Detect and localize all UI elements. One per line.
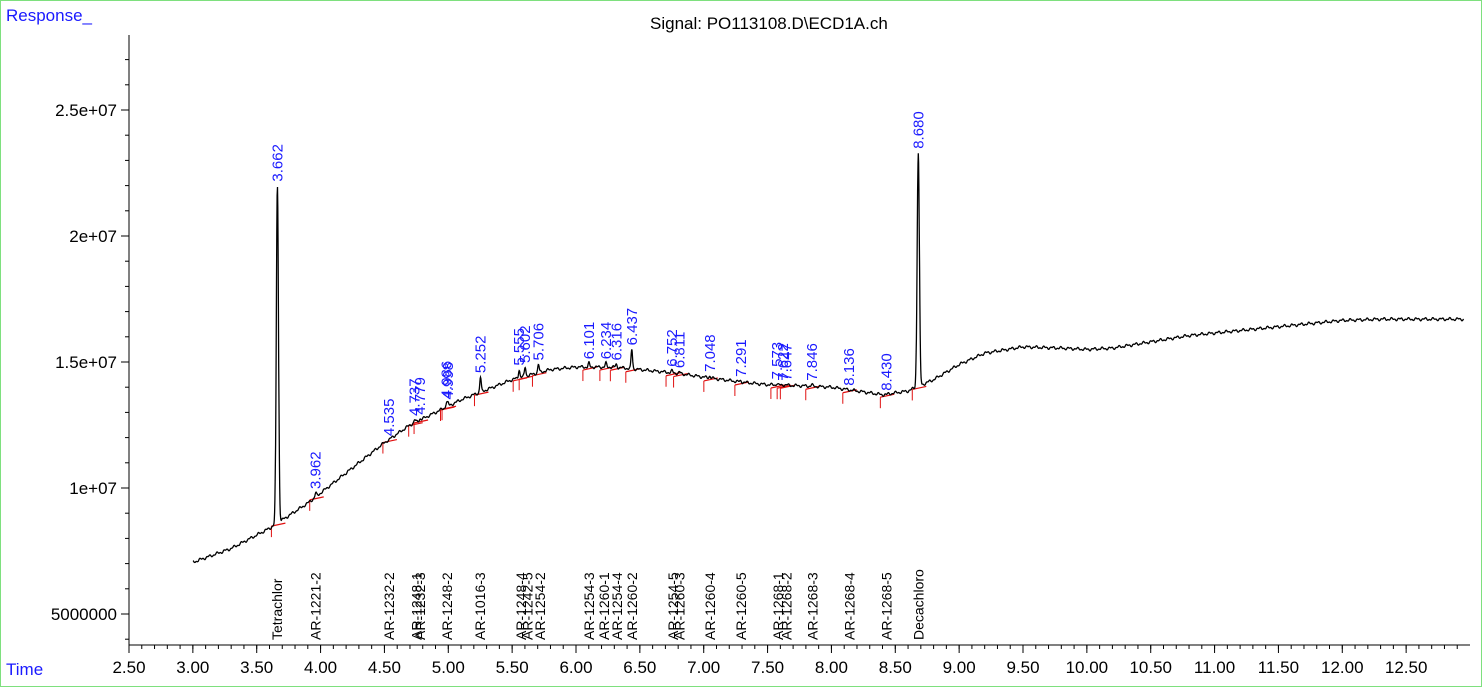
x-tick-label: 8.00 bbox=[815, 658, 848, 677]
peak-label: 6.316 bbox=[608, 323, 625, 361]
integration-baseline bbox=[625, 368, 640, 373]
x-tick-label: 8.50 bbox=[879, 658, 912, 677]
compound-marker: AR-1254-5 bbox=[665, 572, 681, 640]
x-tick-label: 7.00 bbox=[687, 658, 720, 677]
x-tick-label: 2.50 bbox=[112, 658, 145, 677]
compound-marker: AR-1242-5 bbox=[520, 572, 536, 640]
compound-marker: AR-1254-2 bbox=[532, 572, 548, 640]
compound-marker: AR-1260-2 bbox=[624, 572, 640, 640]
peak-label: 6.752 bbox=[664, 329, 681, 367]
x-tick-label: 4.50 bbox=[368, 658, 401, 677]
x-tick-label: 3.50 bbox=[240, 658, 273, 677]
x-tick-label: 6.50 bbox=[623, 658, 656, 677]
compound-marker: AR-1260-1 bbox=[596, 572, 612, 640]
compound-marker: AR-1260-3 bbox=[671, 572, 687, 640]
peak-label: 6.234 bbox=[598, 322, 615, 360]
compound-marker: Tetrachlor bbox=[269, 578, 285, 640]
compound-marker: AR-1232-2 bbox=[381, 572, 397, 640]
compound-marker: AR-1260-5 bbox=[733, 572, 749, 640]
x-tick-label: 9.50 bbox=[1006, 658, 1039, 677]
peak-label: 7.573 bbox=[769, 342, 786, 380]
y-tick-label: 2.5e+07 bbox=[55, 101, 117, 120]
x-tick-label: 5.00 bbox=[432, 658, 465, 677]
compound-marker: AR-1248-4 bbox=[513, 572, 529, 640]
x-tick-label: 3.00 bbox=[176, 658, 209, 677]
compound-markers: Tetrachlor AR-1221-2 AR-1232-2 AR-1248-1AR-… bbox=[269, 569, 926, 640]
peak-label: 7.647 bbox=[778, 343, 795, 381]
peak-label: 8.136 bbox=[841, 348, 858, 386]
y-tick-label: 2e+07 bbox=[69, 227, 117, 246]
peak-label: 7.846 bbox=[804, 343, 821, 381]
x-tick-label: 5.50 bbox=[496, 658, 529, 677]
peak-label: 7.291 bbox=[733, 339, 750, 377]
compound-marker: AR-1016-3 bbox=[472, 572, 488, 640]
compound-marker: Decachloro bbox=[910, 569, 926, 640]
peak-label: 7.622 bbox=[775, 343, 792, 381]
compound-marker: AR-1268-1 bbox=[770, 572, 786, 640]
integration-baseline bbox=[309, 496, 324, 501]
y-tick-label: 1e+07 bbox=[69, 479, 117, 498]
x-tick-label: 6.00 bbox=[559, 658, 592, 677]
compound-marker: AR-1268-5 bbox=[878, 572, 894, 640]
integration-baseline bbox=[413, 419, 429, 424]
peak-label: 4.737 bbox=[407, 378, 424, 416]
compound-marker: AR-1232-3 bbox=[412, 572, 428, 640]
x-tick-label: 10.50 bbox=[1129, 658, 1172, 677]
peak-label: 5.252 bbox=[473, 336, 490, 374]
chart-title: Signal: PO113108.D\ECD1A.ch bbox=[650, 14, 888, 33]
x-tick-label: 7.50 bbox=[751, 658, 784, 677]
peak-label: 6.101 bbox=[581, 322, 598, 360]
integration-baseline bbox=[519, 375, 534, 380]
peak-label: 8.430 bbox=[878, 353, 895, 391]
integration-baseline bbox=[805, 385, 820, 390]
peak-label: 5.555 bbox=[511, 328, 528, 366]
peak-label: 5.706 bbox=[531, 323, 548, 361]
axes: 2.50 3.00 3.50 4.00 4.50 5.00 5.50 6.00 6.50 7.00… bbox=[51, 35, 1470, 677]
compound-marker: AR-1268-2 bbox=[779, 572, 795, 640]
compound-marker: AR-1221-2 bbox=[308, 572, 324, 640]
x-tick-label: 11.00 bbox=[1194, 658, 1235, 677]
x-axis-label: Time bbox=[6, 660, 44, 679]
peak-label: 8.680 bbox=[910, 111, 927, 149]
peak-label: 4.535 bbox=[381, 399, 398, 437]
y-tick-label: 1.5e+07 bbox=[55, 353, 117, 372]
peak-label: 3.962 bbox=[308, 451, 325, 489]
compound-marker: AR-1254-3 bbox=[581, 572, 597, 640]
peak-label: 3.662 bbox=[269, 144, 286, 182]
x-tick-label: 11.50 bbox=[1258, 658, 1299, 677]
compound-marker: AR-1248-2 bbox=[439, 572, 455, 640]
peak-label: 4.998 bbox=[440, 362, 457, 400]
compound-marker: AR-1268-4 bbox=[841, 572, 857, 640]
x-tick-label: 12.50 bbox=[1385, 658, 1428, 677]
peak-label: 5.602 bbox=[517, 325, 534, 363]
y-axis-label: Response_ bbox=[6, 6, 93, 25]
peak-label: 7.048 bbox=[702, 334, 719, 372]
y-tick-label: 5000000 bbox=[51, 605, 117, 624]
x-tick-label: 10.00 bbox=[1066, 658, 1109, 677]
integration-marks bbox=[270, 366, 927, 538]
compound-marker: AR-1268-3 bbox=[804, 572, 820, 640]
peak-label: 4.986 bbox=[439, 361, 456, 399]
compound-marker: AR-1260-4 bbox=[702, 572, 718, 640]
peak-label: 4.779 bbox=[412, 377, 429, 415]
x-tick-label: 9.00 bbox=[943, 658, 976, 677]
compound-marker: AR-1248-1 bbox=[408, 572, 424, 640]
signal-line bbox=[192, 153, 1465, 564]
integration-baseline bbox=[880, 393, 895, 398]
x-tick-label: 12.00 bbox=[1321, 658, 1364, 677]
compound-marker: AR-1254-4 bbox=[609, 572, 625, 640]
peak-label: 6.437 bbox=[624, 308, 641, 346]
x-tick-label: 4.00 bbox=[304, 658, 337, 677]
peak-label: 6.811 bbox=[672, 332, 689, 368]
signal-trace bbox=[192, 153, 1465, 564]
